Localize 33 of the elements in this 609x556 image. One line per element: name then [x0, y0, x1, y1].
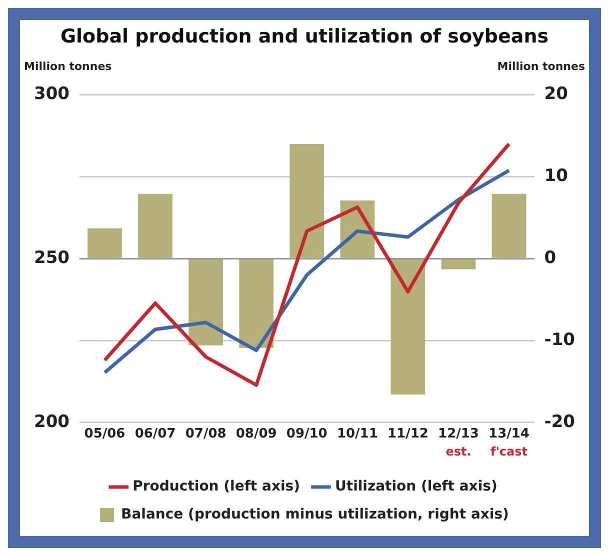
x-tick-label: 13/14 — [488, 426, 530, 442]
chart-title: Global production and utilization of soybeans — [60, 25, 549, 48]
y2-tick-label: 0 — [544, 248, 556, 268]
x-tick-label: 09/10 — [286, 426, 328, 442]
legend-label: Production (left axis) — [132, 478, 300, 495]
bar — [290, 144, 324, 258]
legend-label: Utilization (left axis) — [335, 478, 498, 495]
bar — [138, 194, 172, 258]
x-tick-label: 05/06 — [84, 426, 126, 442]
y2-tick-label: 10 — [544, 166, 568, 186]
bar — [188, 259, 223, 346]
bar — [390, 259, 426, 395]
y2-tick-label: 20 — [544, 84, 568, 104]
text: est. — [446, 444, 472, 459]
bar — [492, 194, 526, 258]
x-tick-label: 07/08 — [185, 426, 226, 442]
x-tick-label: 11/12 — [387, 426, 428, 442]
x-tick-label: 12/13 — [438, 426, 479, 442]
bar — [239, 259, 274, 348]
y-tick-label: 200 — [34, 412, 70, 432]
legend-label: Balance (production minus utilization, right axis) — [121, 506, 509, 523]
y2-tick-label: -20 — [544, 412, 576, 432]
y-axis-title: Million tonnes — [24, 60, 112, 74]
bar — [88, 228, 122, 258]
y-tick-label: 250 — [34, 248, 70, 268]
y2-axis-title: Million tonnes — [497, 60, 586, 74]
text: f'cast — [490, 444, 528, 459]
bar — [441, 259, 476, 270]
x-tick-label: 10/11 — [336, 426, 378, 442]
y2-tick-label: -10 — [544, 330, 576, 350]
x-tick-label: 08/09 — [236, 426, 277, 442]
x-tick-label: 06/07 — [134, 426, 176, 442]
y-tick-label: 300 — [34, 84, 70, 104]
